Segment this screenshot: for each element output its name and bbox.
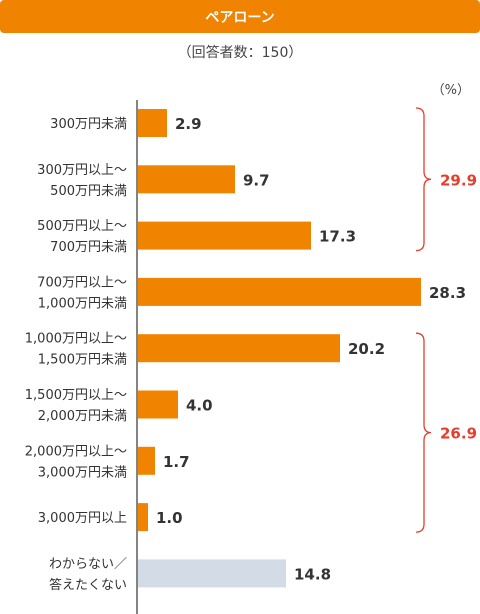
bar xyxy=(138,277,421,306)
bar xyxy=(138,503,148,532)
category-label: 1,500万円以上～ xyxy=(25,388,127,403)
category-label: 3,000万円以上 xyxy=(38,511,127,526)
bar xyxy=(138,446,155,475)
category-label: 500万円以上～ xyxy=(37,219,127,234)
group-bracket xyxy=(415,332,432,533)
category-label: 700万円未満 xyxy=(50,240,127,255)
chart-subtitle: （回答者数：150） xyxy=(177,45,303,61)
category-label: 2,000万円以上～ xyxy=(25,444,127,459)
group-bracket xyxy=(415,107,432,252)
category-label: 1,500万円未満 xyxy=(38,353,127,368)
category-label: 300万円未満 xyxy=(50,117,127,132)
bar xyxy=(138,221,311,250)
category-label: 500万円未満 xyxy=(50,184,127,199)
chart-title: ペアローン xyxy=(205,9,275,26)
bar xyxy=(138,390,178,419)
group-total-label: 29.9 xyxy=(440,171,477,189)
value-label: 20.2 xyxy=(348,340,385,358)
value-label: 2.9 xyxy=(175,115,202,133)
unit-label: （%） xyxy=(431,83,470,98)
bar xyxy=(138,165,235,194)
value-label: 28.3 xyxy=(429,284,466,302)
bar xyxy=(138,334,340,363)
category-label: 1,000万円以上～ xyxy=(25,332,127,347)
value-label: 17.3 xyxy=(319,228,356,246)
group-total-label: 26.9 xyxy=(440,425,477,443)
value-label: 9.7 xyxy=(243,171,270,189)
category-label: 300万円以上～ xyxy=(37,163,127,178)
value-label: 4.0 xyxy=(186,397,213,415)
value-label: 14.8 xyxy=(294,565,331,583)
category-label: 1,000万円未満 xyxy=(38,296,127,311)
category-label: 2,000万円未満 xyxy=(38,409,127,424)
category-label: 3,000万円未満 xyxy=(38,465,127,480)
value-label: 1.0 xyxy=(156,509,183,527)
bar xyxy=(138,559,286,588)
value-label: 1.7 xyxy=(163,453,190,471)
category-label: 700万円以上～ xyxy=(37,275,127,290)
category-label: わからない／ xyxy=(49,557,127,572)
bar xyxy=(138,109,167,137)
chart-title-bar: ペアローン xyxy=(0,0,480,33)
category-label: 答えたくない xyxy=(49,577,127,593)
